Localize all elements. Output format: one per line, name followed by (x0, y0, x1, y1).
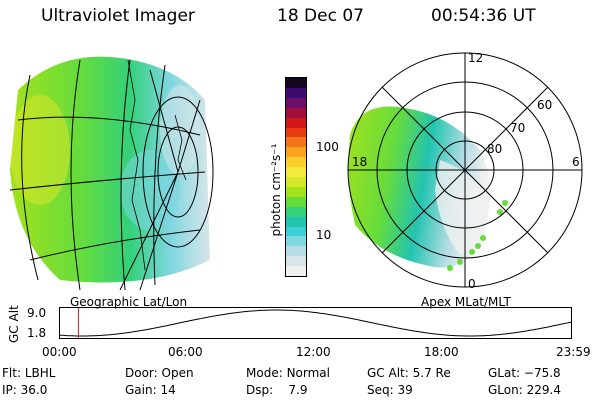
timeline-y-low: 1.8 (27, 326, 47, 340)
mlt-label-12: 12 (468, 51, 483, 65)
info-door: Door: Open (125, 366, 194, 380)
colorbar-segment (286, 127, 306, 138)
info-flt: Flt: LBHL (2, 366, 56, 380)
date-label: 18 Dec 07 (277, 6, 364, 26)
colorbar-segment (286, 216, 306, 227)
timeline-tick-0000: 00:00 (42, 345, 77, 359)
colorbar-segment (286, 167, 306, 178)
colorbar-segment (286, 206, 306, 218)
colorbar-segment (286, 87, 306, 99)
mlt-label-18: 18 (352, 155, 367, 169)
colorbar-segment (286, 226, 306, 237)
mlt-label-6: 6 (572, 155, 580, 169)
colorbar-tick-100: 100 (316, 140, 339, 154)
geographic-image (9, 56, 214, 291)
info-glat: GLat: −75.8 (488, 366, 561, 380)
info-gc-alt: GC Alt: 5.7 Re (367, 366, 451, 380)
colorbar-segment (286, 117, 306, 128)
apex-polar-plot: 12 18 6 0 60 70 80 (347, 51, 583, 291)
timeline-frame (59, 307, 572, 339)
colorbar-segment (286, 186, 306, 198)
time-label: 00:54:36 UT (431, 6, 536, 26)
colorbar-segment (286, 266, 306, 277)
timeline-y-high: 9.0 (27, 306, 47, 320)
mlat-label-80: 80 (487, 142, 502, 156)
info-mode: Mode: Normal (246, 366, 330, 380)
colorbar-unit-label: photon cm⁻²s⁻¹ (269, 143, 283, 237)
colorbar (285, 77, 307, 277)
timeline-ylabel: GC Alt (7, 305, 21, 343)
info-glon: GLon: 229.4 (488, 383, 561, 397)
colorbar-segment (286, 107, 306, 119)
colorbar-segment (286, 256, 306, 267)
colorbar-segment (286, 196, 306, 208)
altitude-curve (59, 309, 572, 337)
timeline-tick-2359: 23:59 (556, 345, 591, 359)
mlat-label-60: 60 (537, 98, 552, 112)
colorbar-segment (286, 236, 306, 247)
info-dsp: Dsp: 7.9 (246, 383, 308, 397)
info-ip: IP: 36.0 (2, 383, 48, 397)
colorbar-segment (286, 137, 306, 148)
apex-panel-label: Apex MLat/MLT (421, 295, 511, 309)
instrument-title: Ultraviolet Imager (41, 6, 195, 26)
timeline-tick-1800: 18:00 (424, 345, 459, 359)
colorbar-segment (286, 147, 306, 158)
colorbar-segment (286, 97, 306, 109)
timeline-tick-0600: 06:00 (168, 345, 203, 359)
timeline-tick-1200: 12:00 (296, 345, 331, 359)
info-seq: Seq: 39 (367, 383, 413, 397)
mlat-label-70: 70 (510, 121, 525, 135)
colorbar-segment (286, 246, 306, 257)
geographic-panel-label: Geographic Lat/Lon (70, 295, 188, 309)
timeline-plot (59, 307, 572, 339)
colorbar-segment (286, 177, 306, 188)
info-gain: Gain: 14 (125, 383, 176, 397)
colorbar-tick-10: 10 (316, 228, 332, 242)
colorbar-segment (286, 78, 306, 89)
colorbar-segment (286, 157, 306, 168)
mlt-label-0: 0 (468, 277, 476, 291)
